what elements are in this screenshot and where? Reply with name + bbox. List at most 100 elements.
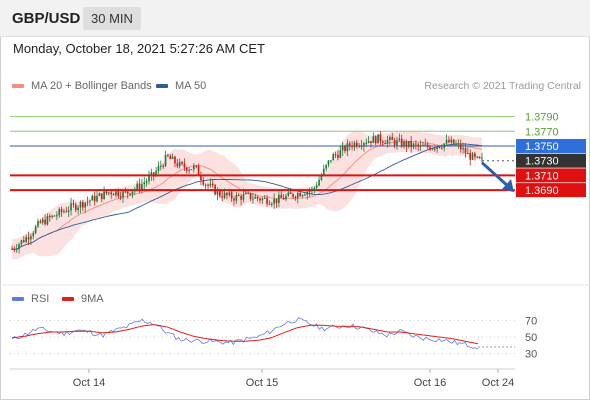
candle-body — [202, 180, 205, 185]
candle-body — [20, 240, 23, 245]
candle-body — [256, 196, 259, 199]
level-label-bg-1.3750 — [516, 138, 586, 153]
candle-body — [308, 190, 311, 192]
forecast-arrow-shaft — [480, 161, 510, 188]
candle-body — [48, 216, 51, 218]
candle-body — [287, 192, 290, 196]
candle-body — [195, 165, 198, 167]
candle-body — [474, 153, 476, 157]
candle-body — [450, 139, 453, 143]
candle-body — [433, 148, 436, 150]
candle-body — [56, 215, 58, 217]
candle-body — [400, 138, 403, 147]
candle-body — [185, 167, 188, 171]
candle-body — [143, 182, 146, 185]
candle-body — [131, 191, 134, 195]
candle-body — [136, 183, 138, 190]
legend-ma50-swatch — [156, 84, 168, 89]
candle-body — [311, 188, 313, 191]
candle-body — [221, 196, 224, 198]
candle-body — [226, 192, 228, 196]
candle-body — [417, 144, 420, 147]
rsi-tick-50: 50 — [525, 332, 537, 344]
candle-body — [467, 152, 469, 154]
candle-body — [150, 172, 153, 177]
candle-body — [44, 219, 46, 225]
bollinger-bands — [12, 130, 482, 260]
candle-body — [157, 166, 160, 171]
candle-body — [13, 249, 16, 251]
candle-body — [37, 221, 39, 227]
candle-body — [379, 134, 382, 142]
credit-text: Research © 2021 Trading Central — [424, 80, 581, 92]
candle-body — [207, 184, 209, 186]
candle-body — [391, 137, 394, 141]
candle-body — [18, 244, 20, 249]
candle-body — [60, 209, 63, 213]
candle-body — [289, 192, 292, 194]
legend-rsi-ma-swatch — [62, 297, 74, 302]
candle-body — [96, 195, 98, 202]
candle-body — [282, 197, 285, 200]
candle-body — [39, 221, 42, 223]
timeframe-button[interactable]: 30 MIN — [83, 7, 141, 30]
candle-body — [471, 153, 474, 160]
candle-body — [249, 192, 252, 199]
candle-body — [70, 203, 72, 211]
candle-body — [426, 144, 429, 148]
candle-body — [422, 145, 424, 147]
candle-body — [384, 142, 386, 144]
candle-body — [93, 195, 96, 202]
timestamp: Monday, October 18, 2021 5:27:26 AM CET — [13, 41, 265, 56]
candle-body — [235, 194, 238, 201]
candle-body — [190, 169, 193, 171]
candle-body — [252, 198, 254, 200]
candle-body — [381, 141, 384, 143]
candle-body — [403, 141, 405, 147]
level-label-1.3790: 1.3790 — [525, 112, 559, 124]
candle-body — [25, 237, 27, 243]
candle-body — [211, 183, 214, 186]
rsi-tick-70: 70 — [525, 315, 537, 327]
candle-body — [410, 140, 412, 148]
candle-body — [278, 194, 280, 203]
candle-body — [145, 181, 148, 183]
candle-body — [117, 191, 120, 197]
candle-body — [431, 148, 434, 150]
candle-body — [459, 143, 462, 150]
candle-body — [322, 168, 325, 176]
candle-body — [32, 233, 35, 237]
candle-body — [462, 148, 464, 150]
candle-body — [374, 136, 377, 144]
candle-body — [339, 150, 342, 158]
candle-body — [22, 240, 25, 243]
candle-body — [341, 146, 344, 151]
candle-body — [353, 142, 356, 147]
candle-body — [332, 154, 335, 161]
candle-body — [325, 164, 327, 169]
candle-body — [313, 187, 316, 189]
candle-body — [452, 139, 455, 145]
candle-body — [372, 136, 375, 144]
candle-body — [389, 137, 391, 140]
candle-body — [79, 201, 82, 208]
level-label-1.3710: 1.3710 — [525, 170, 559, 182]
candle-body — [386, 139, 389, 144]
legend-rsi-swatch — [12, 297, 24, 302]
candle-body — [63, 211, 65, 213]
candle-body — [304, 194, 306, 196]
legend-ma50-label: MA 50 — [175, 80, 207, 92]
candle-body — [122, 191, 124, 198]
level-label-bg-1.3690 — [516, 183, 586, 198]
candle-body — [443, 143, 446, 148]
rsi-tick-30: 30 — [525, 349, 537, 361]
candle-body — [72, 203, 75, 205]
candle-body — [115, 191, 117, 196]
candle-body — [270, 203, 273, 205]
candle-body — [263, 197, 266, 199]
candle-body — [162, 165, 164, 167]
candle-body — [363, 143, 365, 146]
candle-body — [457, 143, 460, 145]
candle-body — [82, 201, 84, 208]
candle-body — [200, 175, 202, 181]
